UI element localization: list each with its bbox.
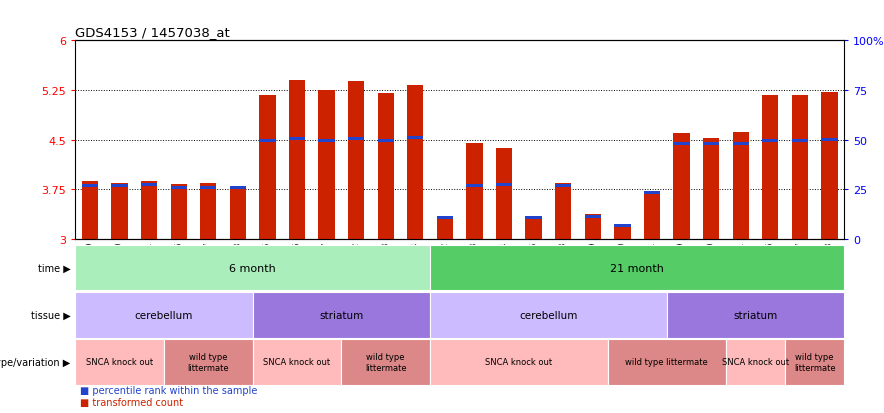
Bar — [82, 182, 98, 240]
Bar — [792, 140, 808, 142]
Bar — [733, 143, 749, 146]
Bar — [525, 217, 542, 220]
Bar — [555, 184, 571, 188]
Text: SNCA knock out: SNCA knock out — [485, 358, 552, 366]
Bar — [348, 138, 364, 140]
Bar — [171, 186, 187, 189]
Bar — [703, 139, 720, 240]
Bar — [703, 143, 720, 146]
Bar — [200, 183, 217, 240]
Bar — [408, 85, 423, 240]
Bar — [733, 133, 749, 240]
Bar — [141, 184, 157, 187]
Bar — [584, 214, 601, 240]
Text: striatum: striatum — [734, 310, 778, 320]
Bar — [230, 186, 246, 189]
Text: genotype/variation ▶: genotype/variation ▶ — [0, 357, 71, 367]
Text: cerebellum: cerebellum — [134, 310, 193, 320]
Bar — [289, 138, 305, 141]
Bar — [821, 139, 837, 142]
Text: time ▶: time ▶ — [38, 263, 71, 273]
Bar — [496, 148, 512, 240]
Bar — [614, 225, 630, 240]
Text: 6 month: 6 month — [229, 263, 276, 273]
Bar — [111, 185, 127, 188]
Bar — [171, 185, 187, 240]
Bar — [318, 91, 335, 240]
Bar — [467, 144, 483, 240]
Bar — [82, 184, 98, 188]
Text: wild type
littermate: wild type littermate — [187, 352, 229, 372]
Text: wild type littermate: wild type littermate — [625, 358, 708, 366]
Bar — [644, 192, 660, 195]
Text: 21 month: 21 month — [610, 263, 664, 273]
Text: striatum: striatum — [319, 310, 363, 320]
Bar — [289, 81, 305, 240]
Bar — [762, 140, 779, 142]
Bar — [614, 224, 630, 227]
Text: SNCA knock out: SNCA knock out — [263, 358, 331, 366]
Bar — [141, 181, 157, 240]
Bar — [525, 216, 542, 240]
Bar — [200, 187, 217, 190]
Text: ■ percentile rank within the sample: ■ percentile rank within the sample — [80, 385, 257, 395]
Text: wild type
littermate: wild type littermate — [365, 352, 407, 372]
Bar — [348, 82, 364, 240]
Bar — [467, 184, 483, 188]
Bar — [377, 140, 394, 142]
Bar — [644, 192, 660, 240]
Text: cerebellum: cerebellum — [519, 310, 577, 320]
Text: SNCA knock out: SNCA knock out — [86, 358, 153, 366]
Bar — [259, 95, 276, 240]
Bar — [821, 93, 837, 240]
Bar — [377, 94, 394, 240]
Bar — [762, 95, 779, 240]
Bar — [437, 216, 453, 240]
Bar — [230, 187, 246, 240]
Bar — [437, 216, 453, 219]
Text: SNCA knock out: SNCA knock out — [722, 358, 789, 366]
Bar — [496, 184, 512, 187]
Bar — [674, 134, 690, 240]
Text: tissue ▶: tissue ▶ — [31, 310, 71, 320]
Bar — [259, 140, 276, 142]
Text: ■ transformed count: ■ transformed count — [80, 397, 183, 407]
Text: wild type
littermate: wild type littermate — [794, 352, 835, 372]
Bar — [318, 140, 335, 142]
Bar — [555, 184, 571, 240]
Text: GDS4153 / 1457038_at: GDS4153 / 1457038_at — [75, 26, 230, 39]
Bar — [792, 95, 808, 240]
Bar — [408, 137, 423, 140]
Bar — [584, 216, 601, 218]
Bar — [674, 143, 690, 146]
Bar — [111, 183, 127, 240]
